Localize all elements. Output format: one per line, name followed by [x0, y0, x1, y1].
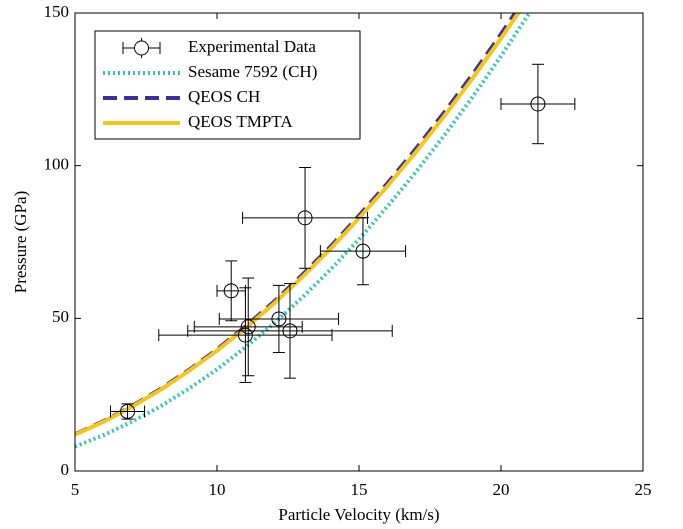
marker — [355, 243, 371, 259]
legend-swatch — [134, 40, 149, 56]
legend-label: Experimental Data — [188, 37, 316, 56]
marker — [120, 403, 136, 419]
x-axis-label: Particle Velocity (km/s) — [278, 505, 439, 524]
y-tick-label: 150 — [44, 2, 70, 21]
x-tick-label: 20 — [493, 480, 510, 499]
plot-frame — [74, 12, 644, 472]
legend-label: QEOS CH — [188, 87, 260, 106]
data-point — [216, 260, 246, 322]
y-tick-label: 50 — [52, 307, 69, 326]
marker — [240, 319, 256, 335]
y-axis-label: Pressure (GPa) — [11, 191, 30, 293]
marker — [297, 210, 313, 226]
y-tick-label: 0 — [61, 460, 70, 479]
x-tick-label: 25 — [635, 480, 652, 499]
marker — [282, 323, 298, 339]
plot-area — [75, 13, 576, 449]
legend-label: QEOS TMPTA — [188, 112, 293, 131]
x-tick-label: 15 — [351, 480, 368, 499]
marker — [223, 283, 239, 299]
x-tick-label: 10 — [209, 480, 226, 499]
data-point — [500, 63, 576, 145]
marker — [530, 96, 546, 112]
data-point — [158, 287, 333, 383]
curve — [75, 13, 532, 449]
data-point — [242, 166, 369, 269]
marker — [271, 311, 287, 327]
data-point — [319, 217, 407, 286]
legend-label: Sesame 7592 (CH) — [188, 62, 317, 81]
y-tick-label: 100 — [44, 155, 70, 174]
curve — [75, 13, 521, 437]
data-point — [218, 284, 340, 354]
marker — [237, 327, 253, 343]
data-point — [187, 283, 393, 379]
data-point — [110, 403, 146, 420]
x-tick-label: 5 — [71, 480, 80, 499]
